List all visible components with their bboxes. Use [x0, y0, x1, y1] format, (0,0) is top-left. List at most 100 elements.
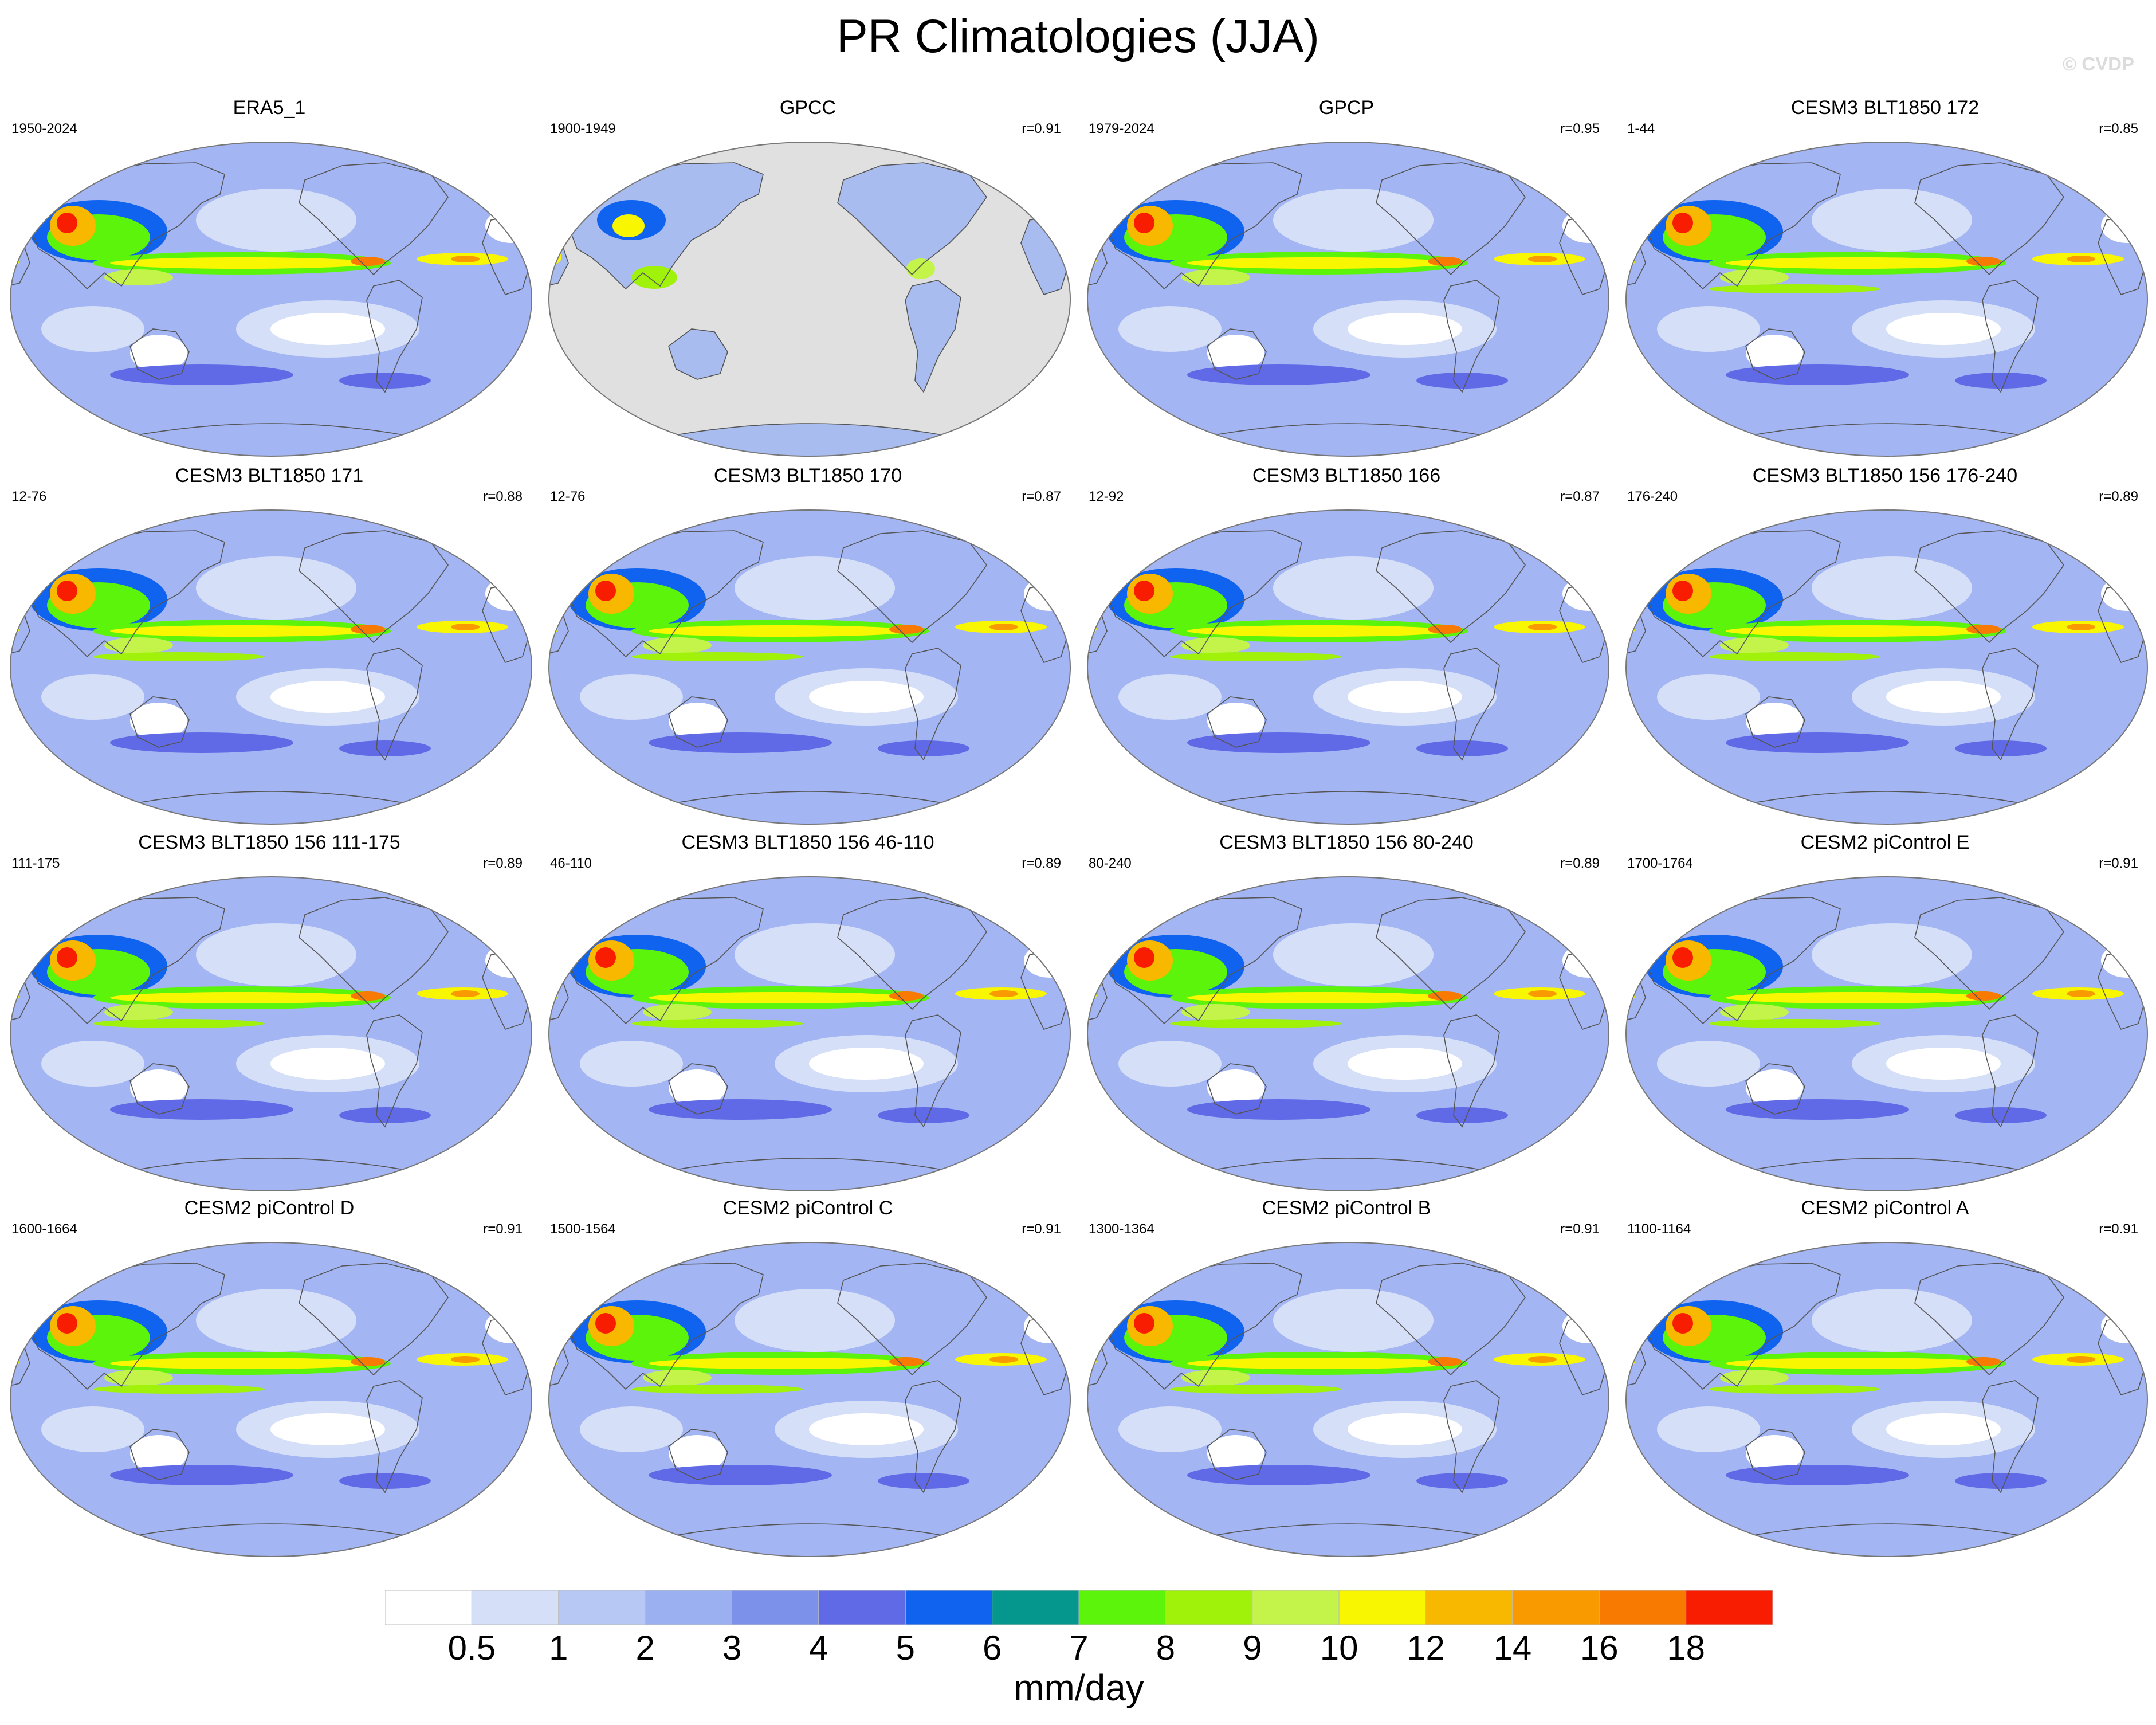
south-pacific-dry-core	[1348, 313, 1462, 345]
southern-storm-track-2	[878, 1473, 969, 1489]
south-america-coastline	[1443, 1380, 1500, 1493]
itcz-east-pacific-max	[1428, 625, 1462, 634]
itcz-pacific-band	[1187, 625, 1451, 637]
map-panel-globe	[548, 876, 1071, 1191]
itcz-east-pacific-max	[1966, 257, 2001, 266]
south-indian-dry-zone	[580, 1406, 683, 1452]
panel-title: CESM2 piControl B	[1262, 1197, 1431, 1219]
south-america-coastline	[366, 280, 423, 393]
precip-background	[10, 510, 532, 824]
itcz-atlantic-max	[2067, 256, 2095, 262]
north-america-coastline	[1914, 530, 2064, 644]
southern-storm-track	[1726, 732, 1909, 753]
west-africa-rain	[1626, 989, 1635, 1001]
panel-correlation: r=0.89	[1022, 856, 1061, 871]
map-panel-globe	[10, 509, 532, 825]
australia-coastline	[668, 1429, 728, 1480]
panel-years: 12-92	[1089, 489, 1124, 504]
panel-title: CESM3 BLT1850 166	[1252, 465, 1441, 487]
panel-correlation: r=0.91	[1560, 1221, 1600, 1237]
colorbar-tick-label: 6	[982, 1629, 1002, 1667]
panel-years: 176-240	[1627, 489, 1678, 504]
panel-correlation: r=0.88	[483, 489, 523, 504]
map-panel-globe	[1625, 876, 2148, 1191]
southern-storm-track	[1187, 364, 1370, 385]
map-outline	[1087, 509, 1609, 825]
panel-title: CESM3 BLT1850 156 176-240	[1752, 465, 2018, 487]
map-outline	[1625, 1242, 2148, 1557]
panel-correlation: r=0.91	[483, 1221, 523, 1237]
itcz-east-pacific-max	[1966, 1357, 2001, 1366]
southern-storm-track	[110, 732, 293, 753]
asian-monsoon-peak	[1672, 213, 1693, 233]
south-america-coastline	[1982, 648, 2039, 761]
australia-dry	[130, 335, 187, 371]
north-pacific-dry-zone	[735, 556, 895, 620]
north-pacific-dry-zone	[1273, 923, 1434, 986]
southern-storm-track-2	[1416, 1473, 1508, 1489]
south-america-coastline	[366, 1380, 423, 1493]
australia-landmass-precip	[669, 329, 728, 379]
australia-dry	[1746, 1069, 1803, 1106]
maritime-continent-band	[1181, 637, 1250, 653]
panel-title: CESM3 BLT1850 156 46-110	[681, 832, 934, 853]
south-indian-dry-zone	[41, 306, 144, 352]
itcz-east-pacific-max	[351, 1357, 385, 1366]
north-pacific-dry-zone	[1812, 1289, 1972, 1352]
north-africa-dry	[1562, 1309, 1609, 1343]
precip-background	[1626, 1242, 2147, 1557]
itcz-atlantic-max	[1528, 624, 1557, 630]
map-panel: GPCP 1979-2024 r=0.95	[1077, 96, 1616, 463]
australia-coastline	[1207, 1429, 1267, 1480]
precip-background	[549, 877, 1070, 1191]
map-outline	[548, 142, 1071, 457]
south-america-coastline	[905, 1014, 961, 1128]
southern-storm-track-2	[339, 740, 431, 756]
asian-monsoon-peak	[1672, 581, 1693, 601]
australia-dry	[1207, 1069, 1264, 1106]
asian-monsoon-peak	[1134, 581, 1154, 601]
asian-monsoon-peak	[1672, 1313, 1693, 1334]
maritime-continent-band	[1181, 1370, 1250, 1386]
panel-correlation: r=0.91	[1022, 1221, 1061, 1237]
southern-storm-track	[1726, 1099, 1909, 1120]
south-america-coastline	[1982, 1014, 2039, 1128]
itcz-pacific-band	[649, 991, 912, 1004]
maritime-continent-band	[643, 637, 712, 653]
itcz-atlantic-max	[451, 1356, 480, 1363]
map-panel: CESM3 BLT1850 166 12-92 r=0.87	[1077, 464, 1616, 831]
colorbar-tick-label: 4	[809, 1629, 828, 1667]
north-pacific-dry-zone	[196, 1289, 356, 1352]
australia-coastline	[1745, 1429, 1805, 1480]
map-panel: GPCC 1900-1949 r=0.91	[539, 96, 1077, 463]
panel-years: 1500-1564	[550, 1221, 616, 1237]
southern-storm-track	[1187, 732, 1370, 753]
panel-years: 1700-1764	[1627, 856, 1693, 871]
north-pacific-dry-zone	[1812, 923, 1972, 986]
map-panel-globe	[1087, 142, 1609, 457]
double-itcz-south	[631, 1385, 803, 1394]
double-itcz-south	[1709, 284, 1880, 293]
double-itcz-south	[631, 652, 803, 661]
south-america-coastline	[1443, 1014, 1500, 1128]
west-africa-rain	[1626, 622, 1635, 634]
map-panel: CESM3 BLT1850 156 176-240 176-240 r=0.89	[1616, 464, 2154, 831]
panel-correlation: r=0.95	[1560, 121, 1600, 136]
itcz-pacific-band	[1187, 991, 1451, 1004]
itcz-atlantic-max	[1528, 990, 1557, 997]
southern-storm-track	[649, 732, 832, 753]
itcz-pacific-band	[649, 625, 912, 637]
map-outline	[1625, 876, 2148, 1191]
south-indian-dry-zone	[1657, 1406, 1760, 1452]
south-indian-dry-zone	[580, 1041, 683, 1087]
panel-title: GPCC	[779, 97, 837, 119]
itcz-east-pacific-max	[1428, 257, 1462, 266]
southern-storm-track	[1726, 364, 1909, 385]
asia-landmass-precip	[568, 163, 763, 289]
colorbar-tick-label: 7	[1069, 1629, 1089, 1667]
asian-monsoon-peak	[1134, 1313, 1154, 1334]
map-panel: CESM3 BLT1850 170 12-76 r=0.87	[539, 464, 1077, 831]
southern-storm-track	[1187, 1099, 1370, 1120]
panel-title: ERA5_1	[233, 97, 306, 119]
north-africa-dry	[2101, 943, 2147, 978]
